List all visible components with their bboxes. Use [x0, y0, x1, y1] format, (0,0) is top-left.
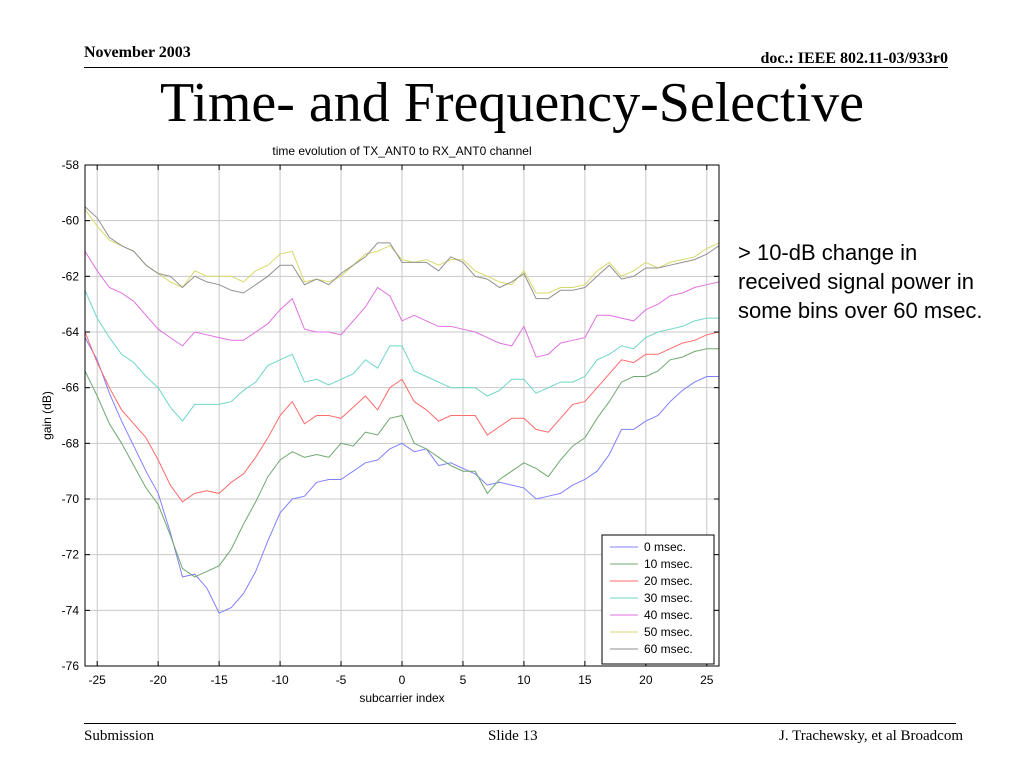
x-tick-label: -25 — [89, 673, 107, 687]
header-date: November 2003 — [84, 44, 191, 61]
y-axis-label: gain (dB) — [40, 391, 54, 440]
y-tick-label: -64 — [62, 325, 80, 339]
legend-box — [601, 534, 715, 665]
y-tick-label: -66 — [62, 381, 80, 395]
y-tick-label: -58 — [62, 158, 80, 172]
legend-label: 40 msec. — [644, 608, 693, 622]
series-line-0 — [84, 337, 719, 614]
x-tick-label: 25 — [700, 673, 714, 687]
footer-authors: J. Trachewsky, et al Broadcom — [779, 728, 963, 744]
x-tick-label: -5 — [336, 673, 347, 687]
footer-submission: Submission — [84, 728, 155, 744]
series-line-1 — [84, 348, 719, 578]
x-tick-label: 5 — [460, 673, 467, 687]
side-note: > 10-dB change in received signal power … — [738, 240, 983, 323]
y-tick-label: -68 — [62, 436, 80, 450]
legend-label: 20 msec. — [644, 574, 693, 588]
x-tick-label: 10 — [517, 673, 531, 687]
legend-label: 60 msec. — [644, 642, 693, 656]
legend-label: 10 msec. — [644, 557, 693, 571]
series-layer — [84, 206, 720, 614]
y-tick-label: -70 — [62, 492, 80, 506]
legend-label: 50 msec. — [644, 625, 693, 639]
slide-title: Time- and Frequency-Selective — [160, 72, 864, 134]
legend-label: 30 msec. — [644, 591, 693, 605]
x-tick-label: 15 — [578, 673, 592, 687]
x-tick-label: -20 — [149, 673, 167, 687]
y-tick-label: -74 — [62, 603, 80, 617]
footer-divider — [84, 723, 956, 724]
series-line-6 — [84, 206, 720, 300]
series-line-5 — [84, 209, 720, 294]
header-doc-id: doc.: IEEE 802.11-03/933r0 — [760, 50, 948, 67]
series-line-4 — [84, 251, 720, 358]
chart-title: time evolution of TX_ANT0 to RX_ANT0 cha… — [272, 144, 531, 158]
legend-label: 0 msec. — [644, 540, 686, 554]
y-tick-label: -62 — [62, 269, 80, 283]
series-line-3 — [84, 290, 719, 422]
y-tick-label: -76 — [62, 659, 80, 673]
series-line-2 — [84, 331, 720, 503]
x-axis-label: subcarrier index — [359, 691, 444, 705]
legend: 0 msec. 10 msec. 20 msec. 30 msec. 40 msec. 5… — [601, 534, 715, 665]
x-tick-label: -10 — [271, 673, 289, 687]
y-tick-label: -72 — [62, 548, 80, 562]
y-tick-label: -60 — [62, 214, 80, 228]
header-divider — [84, 67, 948, 68]
footer-slide-number: Slide 13 — [488, 728, 538, 744]
x-tick-label: -15 — [210, 673, 228, 687]
tick-layer: -25 -20 -15 -10 -5 0 5 10 15 20 25 -58 -60 -62 -64 -66 -… — [62, 158, 719, 687]
x-tick-label: 20 — [639, 673, 653, 687]
x-tick-label: 0 — [399, 673, 406, 687]
